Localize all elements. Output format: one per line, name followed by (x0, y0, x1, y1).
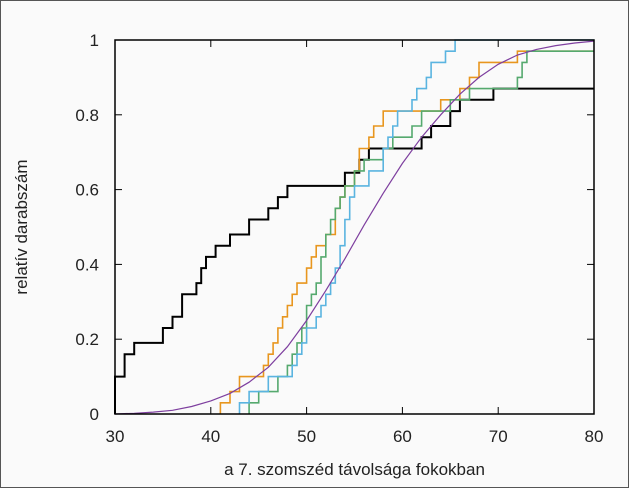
y-tick-label: 0.2 (75, 330, 99, 349)
x-axis-label: a 7. szomszéd távolsága fokokban (224, 460, 485, 479)
x-tick-label: 40 (201, 427, 220, 446)
y-axis-label: relatív darabszám (12, 159, 31, 294)
x-tick-label: 50 (297, 427, 316, 446)
plot-area (114, 39, 595, 415)
axis-ticks: 30 40 50 60 70 80 0 0.2 0.4 0.6 0.8 1 (75, 31, 603, 446)
y-tick-label: 0.4 (75, 255, 99, 274)
x-tick-label: 80 (585, 427, 604, 446)
step-series-line (238, 39, 594, 414)
y-tick-label: 1 (90, 31, 99, 50)
plot-marks (114, 39, 595, 415)
y-tick-label: 0 (90, 405, 99, 424)
x-tick-label: 30 (106, 427, 125, 446)
x-tick-label: 60 (393, 427, 412, 446)
y-tick-label: 0.6 (75, 181, 99, 200)
fitted-curve-line (114, 40, 595, 415)
x-tick-label: 70 (489, 427, 508, 446)
y-tick-label: 0.8 (75, 106, 99, 125)
step-series-line (219, 50, 594, 414)
step-series-line (114, 87, 594, 414)
step-series-line (248, 50, 594, 414)
